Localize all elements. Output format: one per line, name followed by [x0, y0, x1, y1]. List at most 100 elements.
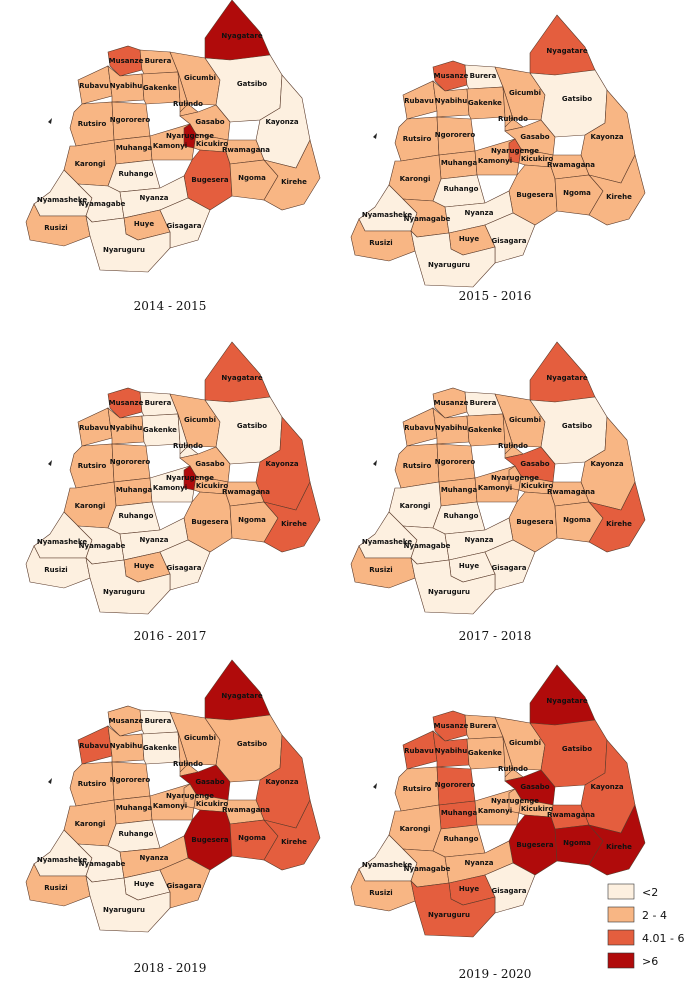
district-label-nyarugenge: Nyarugenge	[166, 792, 214, 800]
panel-title: 2014 - 2015	[134, 299, 207, 313]
district-gakenke	[141, 413, 181, 447]
district-label-nyamagabe: Nyamagabe	[79, 860, 126, 868]
district-label-nyagatare: Nyagatare	[546, 374, 587, 382]
district-label-nyanza: Nyanza	[140, 194, 169, 202]
district-label-gicumbi: Gicumbi	[184, 416, 216, 424]
district-label-kicukiro: Kicukiro	[521, 155, 553, 163]
district-label-rwamagana: Rwamagana	[222, 806, 270, 814]
district-label-kirehe: Kirehe	[281, 178, 307, 186]
district-label-huye: Huye	[134, 220, 154, 228]
district-label-nyaruguru: Nyaruguru	[428, 261, 470, 269]
district-label-rubavu: Rubavu	[404, 97, 434, 105]
district-label-nyamagabe: Nyamagabe	[79, 542, 126, 550]
district-label-rutsiro: Rutsiro	[78, 120, 107, 128]
district-label-bugesera: Bugesera	[516, 841, 553, 849]
district-label-musanze: Musanze	[434, 399, 469, 407]
district-label-ngoma: Ngoma	[238, 834, 266, 842]
district-label-nyaruguru: Nyaruguru	[103, 246, 145, 254]
district-label-gasabo: Gasabo	[520, 460, 549, 468]
district-label-gatsibo: Gatsibo	[562, 745, 592, 753]
district-nyaruguru	[410, 880, 496, 938]
district-nyagatare	[529, 341, 596, 403]
district-label-gatsibo: Gatsibo	[237, 740, 267, 748]
legend-label-c2: 4.01 - 6	[642, 932, 684, 945]
district-label-ruhango: Ruhango	[444, 185, 479, 193]
district-label-ngororero: Ngororero	[435, 781, 476, 789]
district-label-kirehe: Kirehe	[281, 520, 307, 528]
island-mark	[373, 133, 377, 139]
district-label-muhanga: Muhanga	[441, 486, 478, 494]
legend-swatch-c2	[607, 929, 635, 946]
district-nyarugenge	[183, 123, 197, 149]
district-label-gakenke: Gakenke	[468, 749, 502, 757]
district-label-kamonyi: Kamonyi	[478, 157, 512, 165]
district-label-gatsibo: Gatsibo	[237, 80, 267, 88]
island-mark	[48, 460, 52, 466]
map-panel-2014-2015: Nyagatare Musanze Burera Rubavu Nyabihu Gicum…	[25, 0, 321, 313]
district-label-gisagara: Gisagara	[167, 882, 202, 890]
district-label-burera: Burera	[145, 399, 172, 407]
district-label-rwamagana: Rwamagana	[547, 161, 595, 169]
district-label-rwamagana: Rwamagana	[547, 811, 595, 819]
legend-label-c0: <2	[642, 886, 658, 899]
district-label-gasabo: Gasabo	[195, 118, 224, 126]
district-label-gicumbi: Gicumbi	[509, 89, 541, 97]
district-label-kirehe: Kirehe	[606, 193, 632, 201]
district-label-karongi: Karongi	[75, 502, 106, 510]
district-label-bugesera: Bugesera	[191, 518, 228, 526]
island-mark	[48, 118, 52, 124]
district-label-nyagatare: Nyagatare	[546, 697, 587, 705]
district-label-huye: Huye	[459, 562, 479, 570]
map-panel-2019-2020: Nyagatare Musanze Burera Rubavu Nyabihu Gicum…	[350, 664, 646, 981]
district-nyaruguru	[410, 230, 496, 288]
district-label-muhanga: Muhanga	[441, 809, 478, 817]
district-label-ruhango: Ruhango	[444, 512, 479, 520]
district-label-gakenke: Gakenke	[468, 99, 502, 107]
district-label-kayonza: Kayonza	[590, 133, 623, 141]
district-label-gakenke: Gakenke	[468, 426, 502, 434]
district-label-gasabo: Gasabo	[195, 460, 224, 468]
district-label-nyamasheke: Nyamasheke	[37, 856, 88, 864]
legend-swatch-c0	[607, 883, 635, 900]
island-mark	[48, 778, 52, 784]
district-nyagatare	[204, 341, 271, 403]
district-nyagatare	[529, 664, 596, 726]
district-label-nyamasheke: Nyamasheke	[37, 196, 88, 204]
district-label-nyamagabe: Nyamagabe	[404, 542, 451, 550]
district-label-rubavu: Rubavu	[404, 747, 434, 755]
district-label-nyarugenge: Nyarugenge	[491, 147, 539, 155]
district-label-musanze: Musanze	[109, 717, 144, 725]
district-label-gatsibo: Gatsibo	[562, 95, 592, 103]
district-label-rulindo: Rulindo	[498, 442, 528, 450]
district-gakenke	[141, 731, 181, 765]
district-label-kamonyi: Kamonyi	[153, 142, 187, 150]
legend-label-c1: 2 - 4	[642, 909, 667, 922]
district-label-nyanza: Nyanza	[140, 536, 169, 544]
district-label-gisagara: Gisagara	[167, 222, 202, 230]
district-label-karongi: Karongi	[400, 175, 431, 183]
district-label-nyamagabe: Nyamagabe	[404, 865, 451, 873]
district-label-rusizi: Rusizi	[44, 566, 67, 574]
district-label-nyamagabe: Nyamagabe	[79, 200, 126, 208]
district-label-kicukiro: Kicukiro	[521, 805, 553, 813]
district-gakenke	[466, 736, 506, 770]
district-label-bugesera: Bugesera	[191, 176, 228, 184]
district-label-nyamagabe: Nyamagabe	[404, 215, 451, 223]
district-label-ruhango: Ruhango	[444, 835, 479, 843]
district-label-nyaruguru: Nyaruguru	[428, 911, 470, 919]
district-label-kamonyi: Kamonyi	[153, 802, 187, 810]
district-kirehe	[588, 154, 646, 226]
district-gakenke	[466, 413, 506, 447]
map-panel-2018-2019: Nyagatare Musanze Burera Rubavu Nyabihu Gicum…	[25, 659, 321, 975]
district-label-kamonyi: Kamonyi	[478, 484, 512, 492]
district-nyagatare	[204, 0, 271, 61]
district-label-kamonyi: Kamonyi	[153, 484, 187, 492]
district-label-rwamagana: Rwamagana	[222, 146, 270, 154]
district-label-huye: Huye	[134, 880, 154, 888]
district-label-ngoma: Ngoma	[563, 839, 591, 847]
district-label-gisagara: Gisagara	[492, 237, 527, 245]
district-label-rusizi: Rusizi	[369, 889, 392, 897]
district-label-kicukiro: Kicukiro	[521, 482, 553, 490]
